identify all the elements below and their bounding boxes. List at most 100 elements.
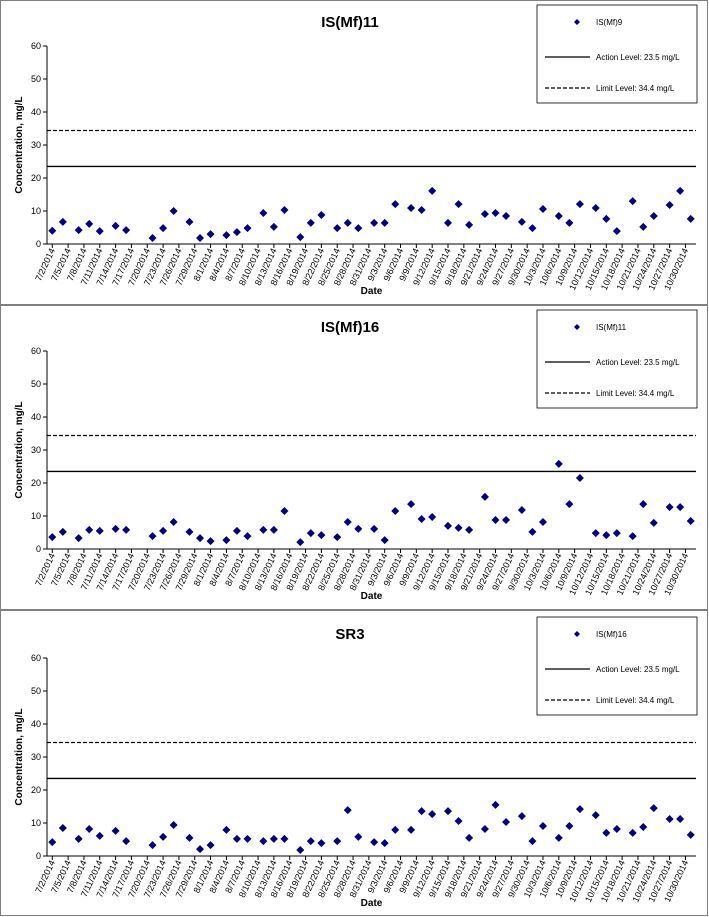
- data-point: [528, 527, 537, 536]
- data-point: [58, 217, 67, 226]
- data-point: [206, 537, 215, 546]
- data-point: [502, 515, 511, 524]
- data-point: [280, 834, 289, 843]
- chart-title: IS(Mf)11: [321, 14, 379, 31]
- data-point: [565, 500, 574, 509]
- data-point: [343, 806, 352, 815]
- legend-label: IS(Mf)11: [596, 323, 627, 332]
- data-point: [591, 811, 600, 820]
- y-tick-label: 20: [31, 478, 41, 488]
- data-point: [517, 217, 526, 226]
- data-point: [259, 525, 268, 534]
- y-tick-label: 0: [36, 239, 41, 249]
- data-point: [269, 834, 278, 843]
- y-tick-label: 0: [36, 544, 41, 554]
- data-point: [391, 200, 400, 209]
- data-point: [196, 845, 205, 854]
- x-axis-title: Date: [361, 591, 383, 602]
- data-point: [148, 841, 157, 850]
- data-point: [317, 531, 326, 540]
- data-point: [538, 517, 547, 526]
- data-point: [444, 521, 453, 530]
- y-tick-label: 30: [31, 140, 41, 150]
- data-point: [407, 825, 416, 834]
- y-tick-label: 40: [31, 719, 41, 729]
- y-tick-label: 50: [31, 74, 41, 84]
- data-point: [280, 206, 289, 215]
- data-point: [491, 208, 500, 217]
- y-tick-label: 20: [31, 173, 41, 183]
- data-point: [649, 518, 658, 527]
- data-point: [391, 507, 400, 516]
- data-point: [306, 529, 315, 538]
- data-point: [575, 474, 584, 483]
- data-point: [649, 211, 658, 220]
- data-point: [354, 832, 363, 841]
- data-point: [185, 527, 194, 536]
- data-point: [169, 517, 178, 526]
- y-tick-label: 30: [31, 445, 41, 455]
- data-point: [243, 834, 252, 843]
- data-point: [428, 186, 437, 195]
- data-point: [391, 825, 400, 834]
- data-point: [354, 524, 363, 533]
- data-point: [317, 839, 326, 848]
- legend-label: IS(Mf)9: [596, 18, 623, 27]
- chart-title: SR3: [335, 626, 364, 643]
- data-point: [317, 210, 326, 219]
- data-point: [665, 503, 674, 512]
- data-point: [111, 826, 120, 835]
- legend-label: Limit Level: 34.4 mg/L: [596, 389, 675, 398]
- data-point: [148, 234, 157, 243]
- data-point: [686, 830, 695, 839]
- data-point: [111, 524, 120, 533]
- data-point: [554, 211, 563, 220]
- data-point: [296, 846, 305, 855]
- y-tick-label: 20: [31, 785, 41, 795]
- y-axis-title: Concentration, mg/L: [14, 401, 25, 498]
- data-point: [58, 527, 67, 536]
- y-axis-title: Concentration, mg/L: [14, 96, 25, 193]
- data-point: [280, 507, 289, 516]
- data-point: [148, 532, 157, 541]
- data-point: [454, 200, 463, 209]
- data-point: [380, 839, 389, 848]
- data-point: [343, 517, 352, 526]
- data-point: [269, 525, 278, 534]
- data-point: [159, 832, 168, 841]
- data-point: [538, 821, 547, 830]
- legend-label: Action Level: 23.5 mg/L: [596, 358, 680, 367]
- data-point: [686, 516, 695, 525]
- data-point: [74, 226, 83, 235]
- data-point: [259, 837, 268, 846]
- data-point: [639, 500, 648, 509]
- data-point: [306, 218, 315, 227]
- y-tick-label: 50: [31, 686, 41, 696]
- data-point: [686, 214, 695, 223]
- data-point: [95, 227, 104, 236]
- data-point: [502, 818, 511, 827]
- data-point: [575, 805, 584, 814]
- legend-box: [536, 309, 698, 409]
- data-point: [48, 838, 57, 847]
- chart-title: IS(Mf)16: [321, 319, 379, 336]
- data-point: [612, 824, 621, 833]
- data-point: [612, 529, 621, 538]
- data-point: [428, 810, 437, 819]
- data-point: [122, 226, 131, 235]
- data-point: [196, 534, 205, 543]
- data-point: [407, 500, 416, 509]
- y-tick-label: 10: [31, 511, 41, 521]
- data-point: [528, 224, 537, 233]
- data-point: [185, 833, 194, 842]
- data-point: [333, 533, 342, 542]
- legend: IS(Mf)11 Action Level: 23.5 mg/L Limit Lev…: [536, 309, 698, 409]
- data-point: [676, 186, 685, 195]
- legend: IS(Mf)16 Action Level: 23.5 mg/L Limit Lev…: [536, 616, 698, 716]
- data-point: [159, 224, 168, 233]
- legend-box: [536, 616, 698, 716]
- panel-border: [0, 305, 708, 610]
- y-tick-label: 40: [31, 412, 41, 422]
- data-point: [333, 224, 342, 233]
